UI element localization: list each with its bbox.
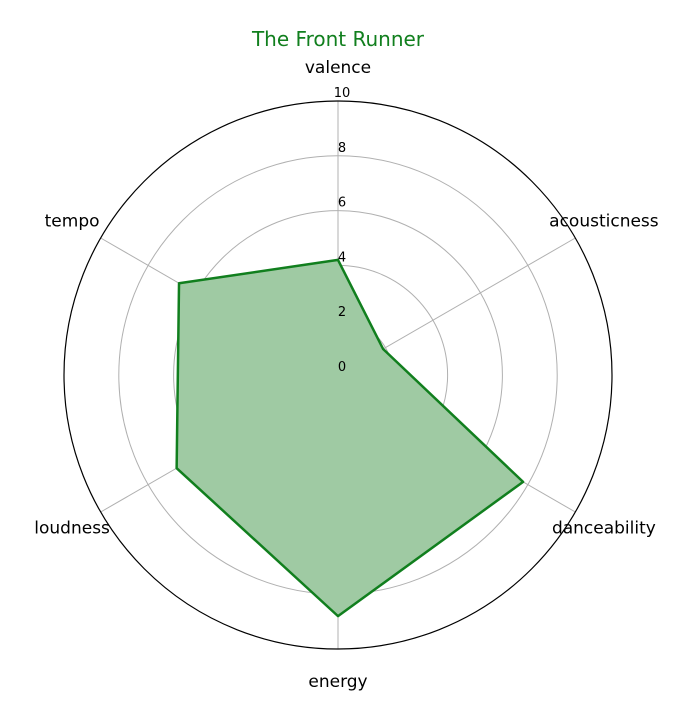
axis-label-tempo: tempo — [45, 212, 100, 232]
tick-label-6: 6 — [338, 196, 346, 211]
data-point-danceability — [522, 480, 525, 483]
tick-label-2: 2 — [338, 305, 346, 320]
axis-label-loudness: loudness — [34, 519, 110, 539]
data-point-energy — [337, 615, 339, 618]
tick-label-8: 8 — [338, 141, 346, 156]
axis-label-acousticness: acousticness — [549, 212, 659, 232]
data-point-loudness — [175, 467, 178, 470]
series-layer — [175, 258, 525, 618]
tick-label-0: 0 — [338, 360, 346, 375]
tick-labels: 0 2 4 6 8 10 — [334, 86, 351, 375]
axis-label-danceability: danceability — [552, 519, 656, 539]
series-area — [176, 259, 524, 617]
axis-labels: valence acousticness danceability energy lou… — [34, 58, 659, 692]
chart-title: The Front Runner — [251, 27, 425, 51]
tick-label-10: 10 — [334, 86, 351, 101]
tick-label-4: 4 — [338, 250, 346, 265]
data-point-valence — [337, 258, 339, 261]
axis-label-energy: energy — [308, 672, 367, 692]
axis-label-valence: valence — [305, 58, 371, 78]
outer-frame — [63, 100, 613, 650]
data-point-acousticness — [382, 347, 385, 350]
data-point-tempo — [178, 282, 181, 285]
